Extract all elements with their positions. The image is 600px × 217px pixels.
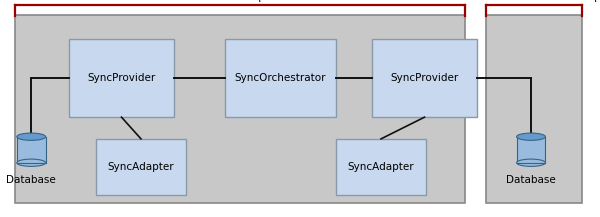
FancyBboxPatch shape — [336, 139, 426, 195]
Ellipse shape — [517, 133, 545, 140]
Text: SyncProvider: SyncProvider — [391, 73, 458, 83]
FancyBboxPatch shape — [225, 39, 336, 117]
Text: SyncOrchestrator: SyncOrchestrator — [235, 73, 326, 83]
FancyBboxPatch shape — [486, 15, 582, 203]
Text: SyncProvider: SyncProvider — [88, 73, 155, 83]
Text: Local Computer: Local Computer — [204, 0, 286, 2]
Text: Remote Computer: Remote Computer — [527, 0, 600, 2]
Ellipse shape — [17, 133, 46, 140]
Ellipse shape — [17, 159, 46, 166]
FancyBboxPatch shape — [96, 139, 186, 195]
Text: Database: Database — [7, 175, 56, 185]
Ellipse shape — [517, 159, 545, 166]
Bar — [17, 137, 46, 163]
Text: Database: Database — [506, 175, 556, 185]
FancyBboxPatch shape — [15, 15, 465, 203]
FancyBboxPatch shape — [372, 39, 477, 117]
Text: SyncAdapter: SyncAdapter — [347, 162, 415, 172]
FancyBboxPatch shape — [69, 39, 174, 117]
Text: SyncAdapter: SyncAdapter — [107, 162, 175, 172]
Bar — [517, 137, 545, 163]
